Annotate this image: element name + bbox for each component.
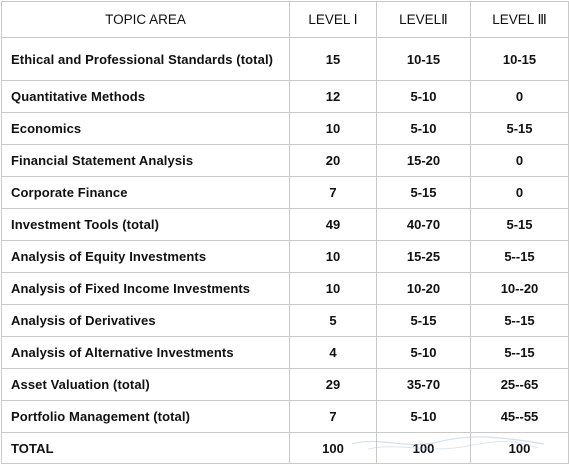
row-level-1-value: 12: [289, 80, 377, 113]
row-level-3-value: 45--55: [470, 400, 569, 433]
row-topic: Ethical and Professional Standards (tota…: [1, 37, 290, 81]
row-level-3-value: 10--20: [470, 272, 569, 305]
row-level-1-value: 10: [289, 112, 377, 145]
header-level-3: LEVEL Ⅲ: [470, 1, 569, 38]
row-level-1-value: 4: [289, 336, 377, 369]
row-level-2-value: 5-10: [376, 80, 471, 113]
table-row: Quantitative Methods 12 5-10 0: [1, 80, 569, 113]
total-level-3-value: 100: [470, 432, 569, 464]
total-level-2-value: 100: [376, 432, 471, 464]
row-topic: Corporate Finance: [1, 176, 290, 209]
table-row: Corporate Finance 7 5-15 0: [1, 176, 569, 209]
row-level-1-value: 29: [289, 368, 377, 401]
table-row: Asset Valuation (total) 29 35-70 25--65: [1, 368, 569, 401]
table-row: Portfolio Management (total) 7 5-10 45--…: [1, 400, 569, 433]
row-topic: Economics: [1, 112, 290, 145]
row-topic: Analysis of Equity Investments: [1, 240, 290, 273]
row-level-3-value: 0: [470, 80, 569, 113]
table-row: Analysis of Alternative Investments 4 5-…: [1, 336, 569, 369]
row-level-3-value: 0: [470, 144, 569, 177]
row-level-2-value: 5-10: [376, 400, 471, 433]
row-level-2-value: 5-15: [376, 304, 471, 337]
row-level-2-value: 10-20: [376, 272, 471, 305]
row-level-3-value: 5--15: [470, 304, 569, 337]
total-label: TOTAL: [1, 432, 290, 464]
table-row: Investment Tools (total) 49 40-70 5-15: [1, 208, 569, 241]
row-level-3-value: 5-15: [470, 112, 569, 145]
table-row: Financial Statement Analysis 20 15-20 0: [1, 144, 569, 177]
row-level-1-value: 20: [289, 144, 377, 177]
header-level-2: LEVELⅡ: [376, 1, 471, 38]
row-level-3-value: 5--15: [470, 336, 569, 369]
row-level-3-value: 0: [470, 176, 569, 209]
table-row: Analysis of Derivatives 5 5-15 5--15: [1, 304, 569, 337]
row-level-2-value: 10-15: [376, 37, 471, 81]
row-level-2-value: 5-10: [376, 336, 471, 369]
row-level-2-value: 15-20: [376, 144, 471, 177]
row-topic: Portfolio Management (total): [1, 400, 290, 433]
row-level-2-value: 5-10: [376, 112, 471, 145]
row-topic: Quantitative Methods: [1, 80, 290, 113]
row-level-2-value: 40-70: [376, 208, 471, 241]
row-topic: Analysis of Alternative Investments: [1, 336, 290, 369]
row-level-1-value: 15: [289, 37, 377, 81]
row-level-2-value: 35-70: [376, 368, 471, 401]
table-row: Analysis of Fixed Income Investments 10 …: [1, 272, 569, 305]
row-level-3-value: 25--65: [470, 368, 569, 401]
header-topic-area: TOPIC AREA: [1, 1, 290, 38]
row-level-3-value: 10-15: [470, 37, 569, 81]
header-level-1: LEVEL Ⅰ: [289, 1, 377, 38]
row-topic: Asset Valuation (total): [1, 368, 290, 401]
row-topic: Investment Tools (total): [1, 208, 290, 241]
row-level-1-value: 49: [289, 208, 377, 241]
row-level-3-value: 5-15: [470, 208, 569, 241]
row-level-2-value: 15-25: [376, 240, 471, 273]
table-row: Analysis of Equity Investments 10 15-25 …: [1, 240, 569, 273]
row-topic: Analysis of Derivatives: [1, 304, 290, 337]
row-level-3-value: 5--15: [470, 240, 569, 273]
row-level-1-value: 10: [289, 240, 377, 273]
table-row: Ethical and Professional Standards (tota…: [1, 37, 569, 81]
header-row: TOPIC AREA LEVEL Ⅰ LEVELⅡ LEVEL Ⅲ: [1, 1, 569, 38]
row-level-1-value: 5: [289, 304, 377, 337]
row-topic: Analysis of Fixed Income Investments: [1, 272, 290, 305]
row-level-1-value: 10: [289, 272, 377, 305]
row-topic: Financial Statement Analysis: [1, 144, 290, 177]
table-row: Economics 10 5-10 5-15: [1, 112, 569, 145]
total-level-1-value: 100: [289, 432, 377, 464]
row-level-1-value: 7: [289, 176, 377, 209]
row-level-1-value: 7: [289, 400, 377, 433]
row-level-2-value: 5-15: [376, 176, 471, 209]
total-row: TOTAL 100 100 100: [1, 432, 569, 464]
